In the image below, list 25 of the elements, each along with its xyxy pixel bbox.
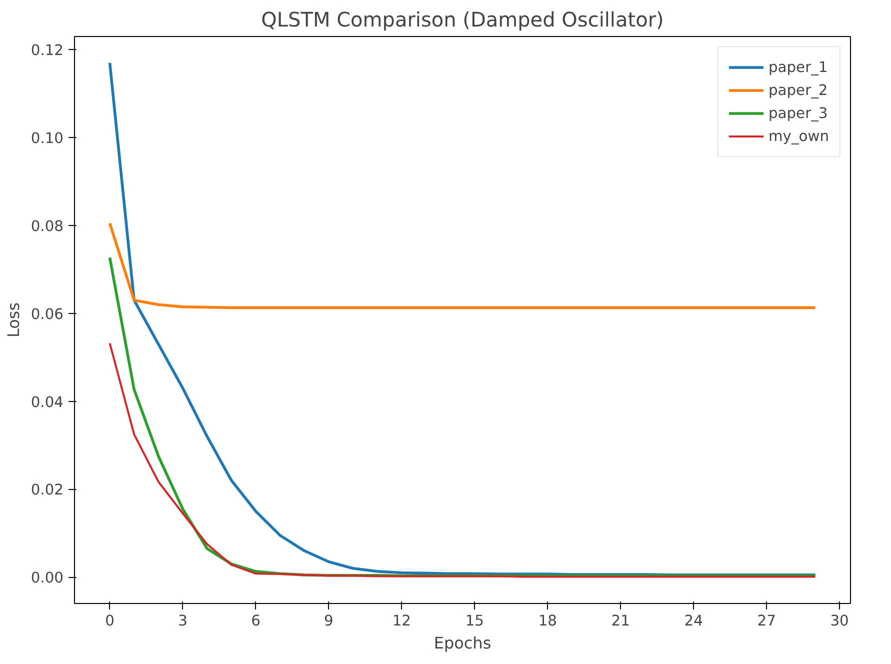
x-tick-label: 24 [684,612,703,630]
x-tick-label: 27 [757,612,776,630]
y-tick-label: 0.02 [30,482,64,499]
legend-label: paper_2 [768,82,828,98]
y-tick-label: 0.08 [30,218,64,235]
x-tick-label: 3 [178,612,188,630]
x-axis-title: Epochs [434,634,492,652]
x-tick-label: 6 [251,612,260,630]
y-tick-label: 0.04 [30,394,64,411]
x-tick-label: 18 [538,612,557,630]
y-tick-label: 0.12 [30,42,64,60]
chart-title: QLSTM Comparison (Damped Oscillator) [261,8,664,32]
y-tick-label: 0.00 [30,570,64,587]
legend-label: paper_1 [768,58,828,76]
y-tick-label: 0.10 [30,130,64,148]
x-tick-label: 9 [324,612,334,630]
x-tick-label: 0 [105,612,114,630]
legend-label: my_own [768,128,829,144]
y-axis-title: Loss [4,302,23,338]
x-tick-label: 21 [611,612,630,630]
x-tick-label: 15 [465,612,484,630]
x-tick-label: 12 [392,612,412,630]
legend-label: paper_3 [768,104,828,122]
y-tick-label: 0.06 [30,306,64,323]
x-tick-label: 30 [830,612,849,630]
